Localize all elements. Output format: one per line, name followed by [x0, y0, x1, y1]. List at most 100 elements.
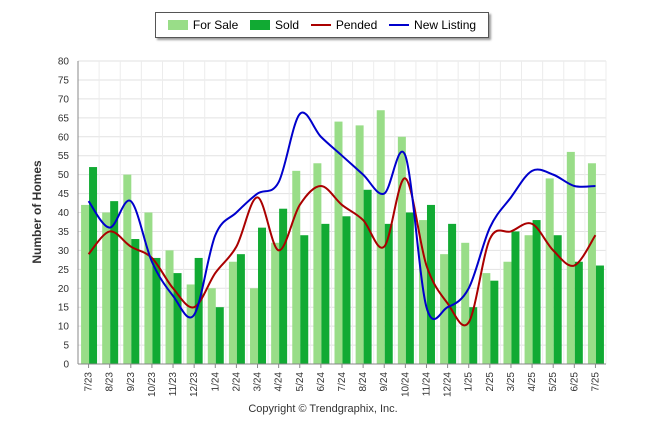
bar-sold: [279, 208, 288, 364]
x-tick-label: 3/24: [253, 372, 264, 392]
y-tick-label: 0: [63, 360, 69, 371]
bar-for-sale: [102, 212, 111, 364]
legend-swatch-new-listing: [389, 24, 410, 26]
bar-for-sale: [376, 110, 385, 364]
bar-sold: [131, 239, 140, 364]
bar-sold: [553, 235, 562, 364]
bar-for-sale: [144, 212, 153, 364]
y-tick-label: 65: [58, 113, 70, 124]
y-tick-label: 5: [63, 341, 69, 352]
bar-for-sale: [397, 136, 406, 364]
y-tick-label: 60: [58, 132, 70, 143]
legend-item-pended: Pended: [310, 18, 378, 32]
bar-sold: [236, 254, 245, 364]
bar-sold: [215, 307, 224, 364]
x-tick-label: 4/24: [274, 372, 285, 392]
line-new-listing: [87, 111, 596, 321]
legend-item-new-listing: New Listing: [389, 18, 476, 32]
x-tick-label: 7/23: [84, 372, 95, 392]
y-tick-label: 15: [58, 303, 70, 314]
bar-sold: [574, 261, 583, 364]
bar-sold: [511, 231, 520, 364]
x-tick-label: 8/23: [105, 372, 116, 392]
x-tick-label: 6/25: [569, 372, 580, 392]
bar-for-sale: [123, 174, 132, 364]
y-axis-title: Number of Homes: [30, 160, 44, 264]
x-tick-label: 2/25: [485, 372, 496, 392]
y-tick-label: 80: [58, 57, 70, 68]
bar-sold: [173, 273, 182, 364]
bar-sold: [110, 201, 119, 364]
y-tick-label: 35: [58, 227, 70, 238]
y-tick-label: 45: [58, 189, 70, 200]
bar-sold: [595, 265, 604, 364]
line-pended: [87, 177, 597, 327]
y-tick-label: 40: [58, 208, 70, 219]
x-tick-label: 11/23: [168, 372, 179, 397]
x-tick-label: 9/23: [126, 372, 137, 392]
legend-swatch-pended: [310, 24, 331, 26]
bar-sold: [384, 223, 393, 364]
legend: For Sale Sold Pended New Listing: [155, 12, 489, 38]
bar-for-sale: [186, 284, 195, 364]
bar-sold: [321, 223, 330, 364]
y-tick-label: 10: [58, 322, 70, 333]
x-tick-label: 6/24: [316, 372, 327, 392]
y-tick-label: 70: [58, 94, 70, 105]
y-tick-label: 75: [58, 75, 70, 86]
legend-label-new-listing: New Listing: [414, 18, 477, 32]
x-tick-label: 1/24: [210, 372, 221, 392]
legend-item-for-sale: For Sale: [167, 18, 239, 32]
bar-for-sale: [461, 242, 470, 364]
x-tick-label: 10/23: [147, 372, 158, 397]
x-tick-label: 5/25: [548, 372, 559, 392]
x-tick-label: 4/25: [527, 372, 538, 392]
x-tick-label: 5/24: [295, 372, 306, 392]
bar-for-sale: [228, 261, 237, 364]
x-tick-label: 12/23: [189, 372, 200, 397]
bar-for-sale: [482, 273, 491, 364]
x-tick-label: 11/24: [421, 372, 432, 397]
lines: [87, 111, 597, 327]
x-tick-label: 7/25: [590, 372, 601, 392]
legend-swatch-for-sale: [167, 20, 188, 30]
y-tick-label: 20: [58, 284, 70, 295]
bar-sold: [152, 257, 161, 364]
bar-sold: [532, 220, 541, 364]
x-tick-label: 1/25: [464, 372, 475, 392]
bar-for-sale: [81, 204, 90, 364]
bar-for-sale: [250, 288, 259, 364]
bar-sold: [469, 307, 478, 364]
bar-sold: [89, 167, 98, 364]
bar-for-sale: [271, 242, 280, 364]
x-tick-label: 3/25: [506, 372, 517, 392]
copyright: Copyright © Trendgraphix, Inc.: [248, 403, 398, 415]
bar-sold: [258, 227, 267, 364]
x-tick-label: 2/24: [231, 372, 242, 392]
y-tick-label: 50: [58, 170, 70, 181]
bar-sold: [426, 204, 435, 364]
y-tick-label: 30: [58, 246, 70, 257]
legend-label-pended: Pended: [335, 18, 378, 32]
x-tick-label: 10/24: [400, 372, 411, 397]
bar-sold: [405, 212, 414, 364]
legend-swatch-sold: [250, 20, 271, 30]
legend-label-sold: Sold: [275, 18, 300, 32]
bar-for-sale: [587, 163, 596, 364]
x-tick-label: 8/24: [358, 372, 369, 392]
legend-label-for-sale: For Sale: [192, 18, 239, 32]
bar-for-sale: [566, 151, 575, 364]
y-tick-label: 55: [58, 151, 70, 162]
bar-for-sale: [545, 178, 554, 364]
bar-for-sale: [524, 235, 533, 364]
bar-for-sale: [165, 250, 174, 364]
bar-sold: [342, 216, 351, 364]
bar-sold: [490, 280, 499, 364]
x-tick-label: 12/24: [443, 372, 454, 397]
x-tick-label: 9/24: [379, 372, 390, 392]
bar-sold: [194, 257, 203, 364]
x-tick-label: 7/24: [337, 372, 348, 392]
bar-sold: [448, 223, 457, 364]
y-tick-label: 25: [58, 265, 70, 276]
